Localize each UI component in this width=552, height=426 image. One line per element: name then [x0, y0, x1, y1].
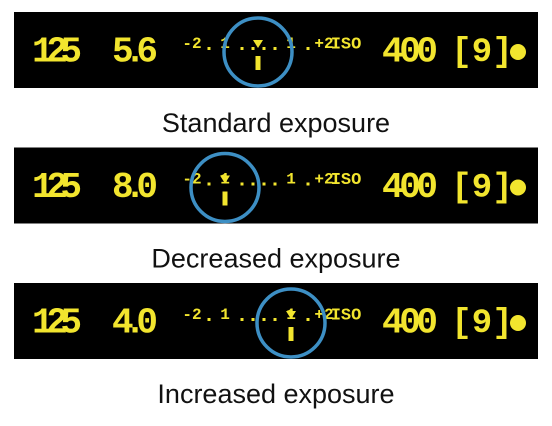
iso-value: 400	[382, 32, 438, 73]
scale-dot	[273, 182, 277, 186]
scale-dot	[207, 318, 211, 321]
scale-dot	[306, 47, 310, 50]
scale-dot	[240, 47, 244, 50]
iso-label: ISO	[331, 306, 362, 325]
aperture: 4.0	[112, 303, 158, 344]
scale-label: +2	[314, 171, 333, 189]
scale-dot	[262, 47, 266, 50]
highlight-circle	[189, 151, 261, 224]
scale-dot	[262, 318, 266, 321]
shutter-speed: 125	[32, 303, 82, 344]
exposure-indicator	[220, 175, 230, 184]
scale-dot	[306, 182, 310, 186]
caption: Decreased exposure	[151, 244, 400, 274]
exposure-bar	[255, 56, 261, 70]
exposure-indicator	[253, 40, 263, 48]
status-dot	[510, 44, 526, 60]
scale-label: 1	[220, 306, 230, 324]
shots-remaining: [9]	[451, 34, 512, 72]
scale-dot	[240, 182, 244, 186]
scale-label: +2	[314, 35, 333, 53]
shutter-speed: 125	[32, 32, 82, 73]
aperture: 5.6	[112, 32, 158, 73]
iso-label: ISO	[331, 35, 362, 54]
scale-dot	[306, 318, 310, 321]
scale-label: -2	[182, 306, 201, 324]
scale-dot	[251, 47, 255, 50]
caption: Standard exposure	[162, 108, 390, 138]
exposure-bar	[288, 327, 294, 341]
scale-dot	[251, 318, 255, 321]
exposure-bar	[222, 191, 228, 206]
caption: Increased exposure	[157, 379, 394, 409]
status-dot	[510, 315, 526, 331]
scale-dot	[240, 318, 244, 321]
iso-value: 400	[382, 303, 438, 344]
status-dot	[510, 179, 526, 196]
scale-dot	[273, 47, 277, 50]
scale-label: -2	[182, 35, 201, 53]
highlight-circle	[255, 287, 327, 359]
iso-value: 400	[382, 167, 438, 208]
shots-remaining: [9]	[451, 305, 512, 343]
scale-label: 1	[286, 171, 296, 189]
highlight-circle	[222, 16, 294, 88]
shutter-speed: 125	[32, 167, 82, 208]
iso-label: ISO	[331, 171, 362, 190]
scale-dot	[273, 318, 277, 321]
scale-dot	[262, 182, 266, 186]
scale-dot	[207, 47, 211, 50]
shots-remaining: [9]	[451, 169, 512, 207]
scale-dot	[251, 182, 255, 186]
scale-dot	[207, 182, 211, 186]
aperture: 8.0	[112, 167, 158, 208]
exposure-indicator	[286, 311, 296, 319]
